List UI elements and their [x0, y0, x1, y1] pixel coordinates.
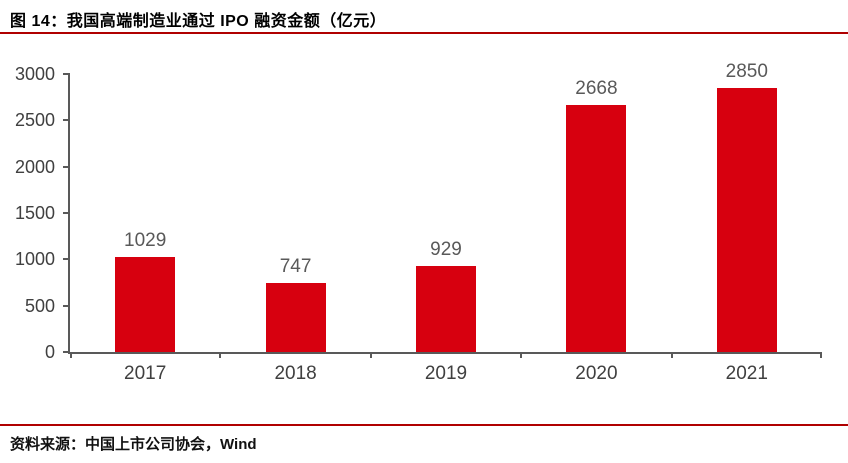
plot-area: 0 500 1000 1500 2000 2500 3000 1029 2017 747 2018 9…: [15, 62, 822, 383]
y-axis-tick-label: 2500: [14, 110, 55, 131]
y-axis-tick-label: 1500: [14, 203, 55, 223]
y-axis-tick-mark: [63, 119, 70, 122]
y-axis-tick-mark: [63, 304, 70, 307]
bar-2020: [566, 104, 627, 352]
footer-rule: [0, 424, 848, 426]
source-text: 资料来源：中国上市公司协会，Wind: [10, 436, 257, 453]
x-axis-tick-label: 2019: [424, 363, 468, 384]
y-axis-tick-label: 3000: [14, 64, 55, 84]
bar-value-label: 2668: [575, 77, 618, 99]
title-underline: [0, 32, 848, 34]
x-axis-tick-mark: [219, 352, 222, 358]
bar-value-label: 747: [279, 255, 312, 277]
y-axis-tick-label: 1000: [14, 249, 55, 270]
x-axis-tick-mark: [670, 352, 673, 358]
bar-value-label: 1029: [124, 229, 167, 251]
bar-2017: [115, 256, 176, 352]
bar-value-label: 2850: [725, 60, 768, 82]
y-axis-tick-label: 500: [24, 295, 55, 316]
x-axis-tick-mark: [520, 352, 523, 358]
y-axis-tick-label: 0: [44, 342, 55, 362]
y-axis-tick-mark: [63, 258, 70, 261]
y-axis-tick-mark: [63, 351, 70, 353]
y-axis-tick-label: 2000: [14, 156, 55, 177]
x-axis-tick-mark: [820, 352, 822, 358]
bar-value-label: 929: [430, 238, 462, 260]
x-axis-tick-label: 2021: [725, 363, 768, 384]
x-axis-tick-label: 2018: [274, 363, 317, 384]
x-axis-tick-label: 2017: [124, 363, 167, 384]
bar-2021: [716, 87, 777, 352]
y-axis-tick-mark: [63, 212, 70, 214]
y-axis-tick-mark: [63, 73, 70, 75]
y-axis-tick-mark: [63, 165, 70, 168]
bar-2019: [416, 265, 476, 352]
x-axis-tick-mark: [70, 352, 72, 358]
bar-2018: [265, 282, 326, 352]
x-axis-tick-mark: [369, 352, 372, 358]
x-axis-tick-label: 2020: [575, 363, 618, 384]
figure-title: 图 14：我国高端制造业通过 IPO 融资金额（亿元）: [10, 13, 387, 30]
